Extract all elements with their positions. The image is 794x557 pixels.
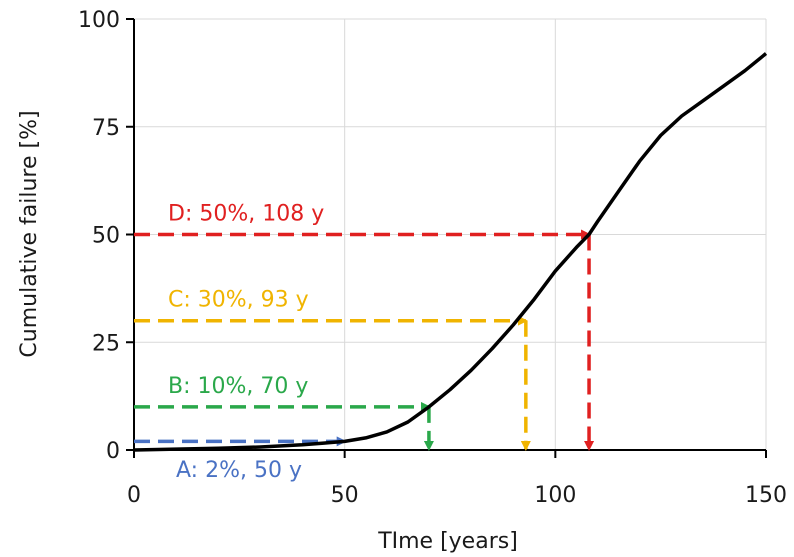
x-tick-label: 0 <box>127 483 141 508</box>
annotation-labels: A: 2%, 50 y B: 10%, 70 y C: 30%, 93 y D: 50… <box>168 202 324 484</box>
y-tick-label: 0 <box>106 439 120 464</box>
annotation-label-c: C: 30%, 93 y <box>168 288 309 313</box>
y-tick-label: 100 <box>78 8 120 33</box>
y-axis-label: Cumulative failure [%] <box>17 110 42 357</box>
x-tick-label: 100 <box>534 483 576 508</box>
x-tick-label: 50 <box>331 483 359 508</box>
axes <box>126 18 767 458</box>
x-axis-label: TIme [years] <box>377 529 518 554</box>
y-tick-label: 25 <box>92 331 120 356</box>
annotation-guides <box>134 229 595 451</box>
y-tick-label: 50 <box>92 224 120 249</box>
series-line <box>133 52 768 452</box>
annotation-label-a: A: 2%, 50 y <box>176 458 302 483</box>
annotation-label-d: D: 50%, 108 y <box>168 202 324 227</box>
x-tick-label: 150 <box>745 483 787 508</box>
y-tick-label: 75 <box>92 116 120 141</box>
annotation-label-b: B: 10%, 70 y <box>168 374 308 399</box>
series-layer <box>133 52 768 452</box>
tick-labels: 0 50 100 150 0 25 50 75 100 <box>78 8 787 508</box>
